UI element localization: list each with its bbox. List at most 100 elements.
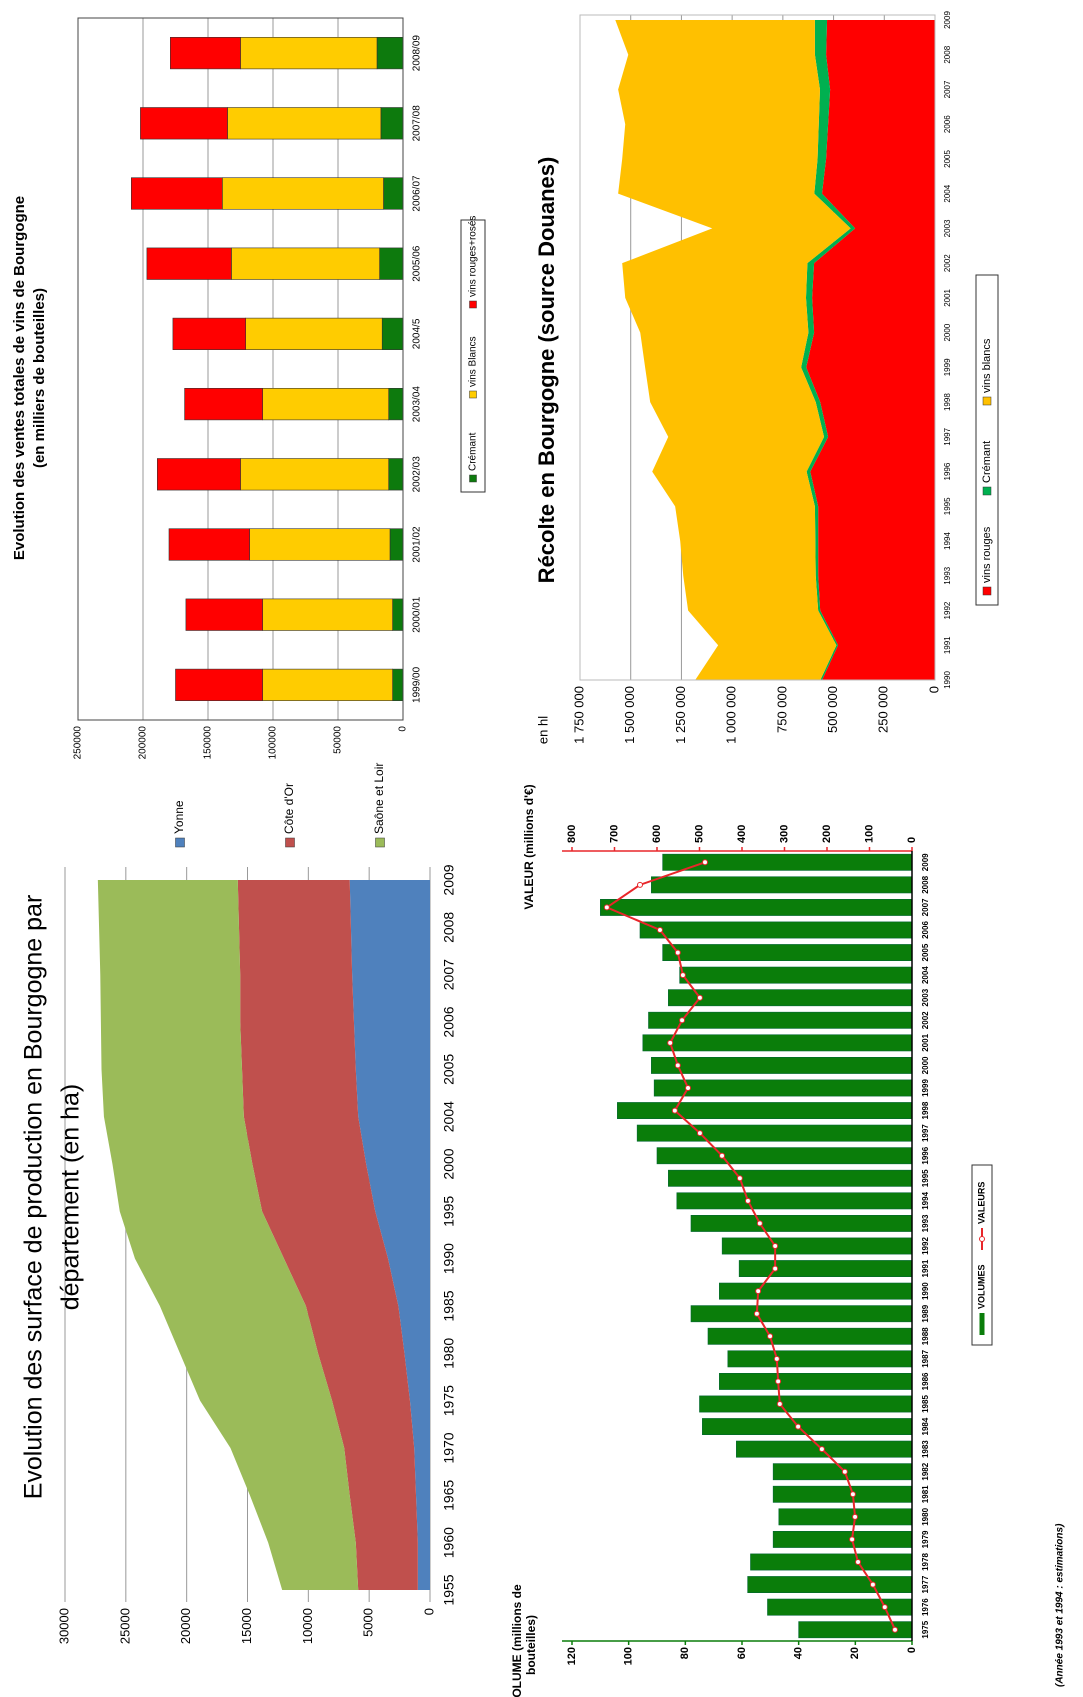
bar	[170, 37, 241, 70]
y-tick-label: 10000	[300, 1608, 315, 1644]
bar	[227, 107, 382, 140]
value-marker	[776, 1401, 783, 1407]
bar	[721, 1237, 913, 1255]
area	[806, 20, 935, 680]
value-marker	[849, 1536, 856, 1543]
x-tick-label: 1997	[921, 1124, 930, 1142]
bar	[617, 1102, 913, 1119]
y-tick-label: 500 000	[825, 686, 840, 733]
x-tick-label: 2003	[921, 988, 930, 1006]
x-tick-label: 1995	[943, 497, 952, 515]
x-tick-label: 2006/07	[412, 175, 423, 212]
y-tick-label: 1 750 000	[571, 686, 586, 744]
x-tick-label: 2007/08	[412, 105, 423, 142]
x-tick-label: 2005	[441, 1054, 457, 1085]
bar	[653, 1079, 913, 1097]
x-tick-label: 1979	[921, 1530, 930, 1548]
x-tick-label: 1994	[921, 1191, 930, 1209]
bar	[262, 388, 390, 421]
value-marker	[773, 1355, 780, 1362]
value-marker	[671, 1107, 678, 1114]
y2-tick-label: 300	[778, 825, 790, 843]
legend-box	[975, 274, 999, 606]
legend-box	[971, 1164, 993, 1346]
x-tick-label: 2006	[441, 1006, 457, 1037]
bar	[185, 598, 263, 631]
value-marker	[719, 1152, 726, 1159]
bar	[668, 989, 913, 1007]
area	[97, 880, 359, 1590]
x-tick-label: 1991	[921, 1259, 930, 1277]
x-tick-label: 2008	[943, 45, 952, 63]
x-tick-label: 1993	[943, 566, 952, 584]
value-marker	[685, 1085, 692, 1091]
value-marker	[795, 1423, 802, 1430]
x-tick-label: 2000	[441, 1148, 457, 1179]
bar	[392, 598, 404, 631]
value-marker	[696, 1130, 703, 1137]
x-tick-label: 1990	[441, 1243, 457, 1274]
x-tick-label: 2003/04	[412, 386, 423, 423]
bar	[639, 921, 913, 939]
value-marker	[637, 881, 643, 888]
legend-swatch	[982, 396, 992, 406]
value-marker	[818, 1446, 825, 1453]
value-marker	[736, 1175, 743, 1182]
y2-tick-label: 600	[651, 825, 663, 843]
bar	[388, 458, 404, 491]
x-tick-label: 1999/00	[412, 666, 423, 703]
x-tick-label: 1985	[441, 1290, 457, 1321]
y2-axis-label: VALEUR (millions d'€)	[522, 784, 536, 909]
bar	[376, 37, 404, 70]
y-tick-label: 1 000 000	[724, 686, 739, 744]
x-tick-label: 2005	[921, 943, 930, 961]
value-marker	[679, 1017, 686, 1024]
legend-label: vins rouges+rosés	[468, 216, 479, 297]
x-tick-label: 2005	[943, 149, 952, 167]
x-tick-label: 1955	[441, 1574, 457, 1605]
legend-label: Côte d'Or	[282, 783, 296, 834]
x-tick-label: 2000	[921, 1056, 930, 1074]
legend-label: Crémant	[468, 432, 479, 471]
x-tick-label: 1981	[921, 1485, 930, 1503]
y2-tick-label: 500	[693, 825, 705, 843]
x-tick-label: 2002/03	[412, 456, 423, 493]
bar	[184, 388, 263, 421]
x-tick-label: 2009	[943, 11, 952, 29]
bar	[379, 247, 404, 280]
y-tick-label: 30000	[56, 1608, 71, 1644]
y-tick-label: 25000	[117, 1608, 132, 1644]
x-tick-label: 2004	[943, 184, 952, 202]
y2-tick-label: 700	[608, 825, 620, 843]
bar	[676, 1192, 913, 1210]
bar	[231, 247, 380, 280]
y-tick-label: 200000	[138, 726, 149, 760]
bar	[600, 899, 913, 916]
x-tick-label: 1983	[921, 1440, 930, 1458]
bar	[245, 317, 383, 350]
x-tick-label: 1980	[921, 1507, 930, 1525]
y-axis-label: VOLUME (millions de	[510, 1584, 524, 1697]
y-tick-label: 20	[849, 1647, 861, 1659]
legend-swatch	[375, 837, 385, 848]
x-tick-label: 1990	[921, 1282, 930, 1300]
bar	[679, 966, 913, 984]
value-marker	[702, 859, 709, 866]
x-tick-label: 1993	[921, 1214, 930, 1232]
x-tick-label: 2003	[943, 219, 952, 237]
value-marker	[869, 1581, 876, 1588]
y-tick-label: 100000	[268, 726, 279, 760]
legend-swatch	[469, 474, 477, 483]
bar	[738, 1260, 913, 1277]
bar	[642, 1034, 913, 1052]
legend-box	[460, 219, 486, 493]
bar	[240, 458, 389, 491]
y-tick-label: 50000	[333, 726, 344, 754]
chart: 0 5000 10000 15000 20000 25000 30000 1955 1960 19…	[20, 763, 457, 1645]
bar	[747, 1576, 913, 1593]
x-tick-label: 2002	[921, 1011, 930, 1029]
x-tick-label: 2009	[441, 864, 457, 895]
bar	[719, 1373, 913, 1390]
x-tick-label: 1960	[441, 1527, 457, 1558]
